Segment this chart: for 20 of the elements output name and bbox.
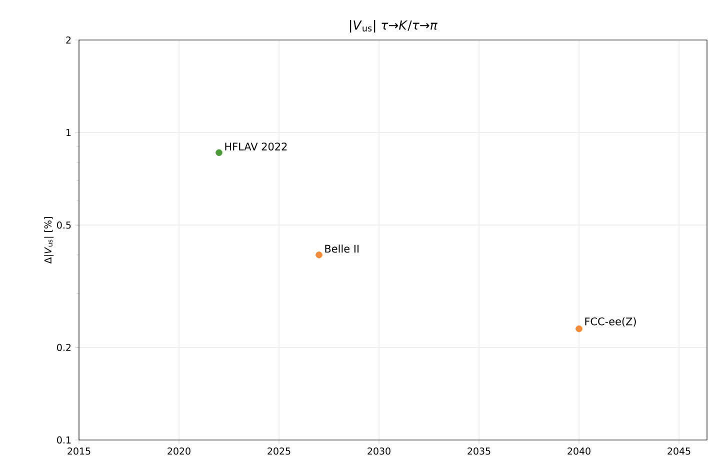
x-tick-label: 2035 (468, 448, 490, 455)
x-tick-label: 2040 (568, 448, 590, 455)
annotation: HFLAV 2022 (225, 142, 287, 150)
x-tick-label: 2030 (368, 448, 390, 455)
x-tick-label: 2015 (68, 448, 90, 455)
annotation: FCC-ee(Z) (585, 317, 636, 327)
y-tick-label: 0.1 (57, 436, 71, 444)
y-tick-label: 0.5 (57, 222, 71, 229)
chart-title: |V$_{us}$| τ→K/τ→π (350, 20, 438, 32)
annotation: Belle II (325, 244, 359, 253)
y-axis-title: Δ|V$_{us}$| [%] (44, 217, 54, 264)
y-tick-label: 1 (66, 129, 71, 136)
x-tick-label: 2045 (668, 448, 690, 455)
x-tick-label: 2020 (168, 448, 190, 455)
x-tick-label: 2025 (268, 448, 290, 455)
y-tick-label: 0.2 (57, 344, 71, 352)
point (576, 325, 582, 332)
point (316, 251, 322, 258)
point (216, 149, 222, 156)
y-tick-label: 2 (66, 36, 71, 44)
